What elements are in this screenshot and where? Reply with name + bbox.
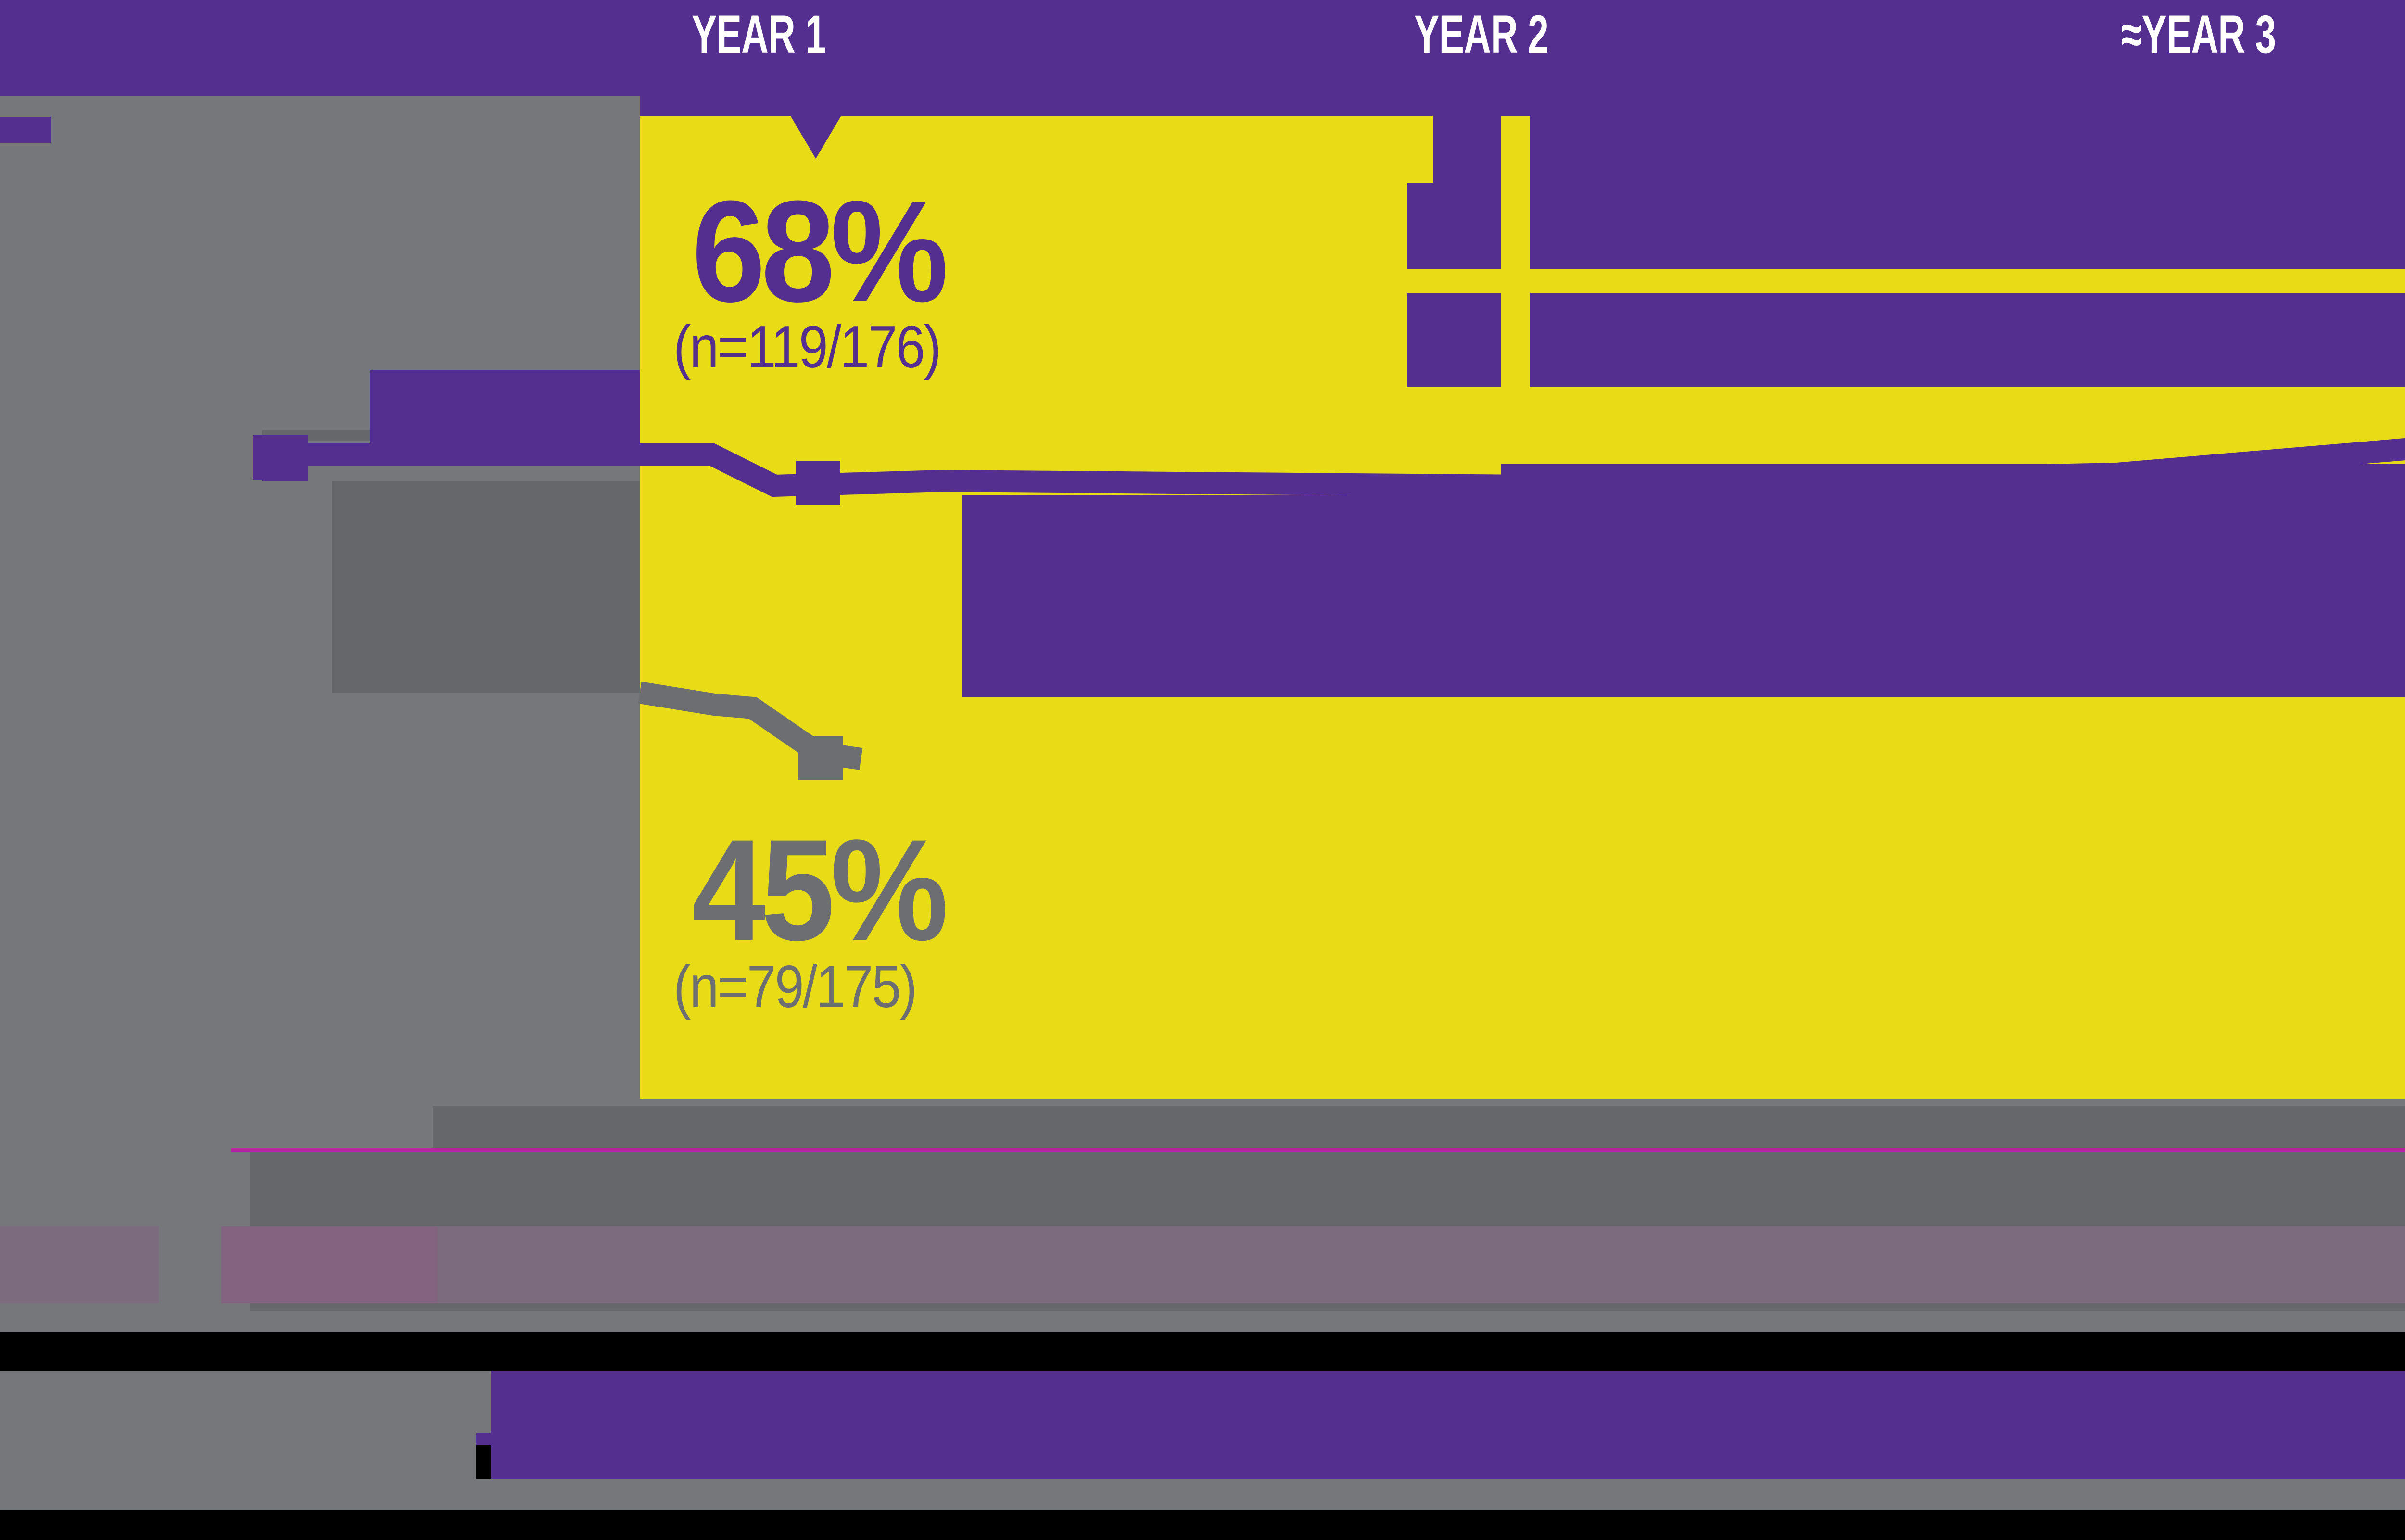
obscured-block-b5 bbox=[221, 1226, 438, 1303]
obscured-block-l3 bbox=[262, 435, 308, 481]
obscured-block-b6 bbox=[438, 1226, 2405, 1303]
year-label-1: YEAR 1 bbox=[692, 4, 826, 64]
obscured-rule-magenta bbox=[231, 1148, 2405, 1152]
chart-area-fill-lower bbox=[1501, 697, 2405, 1101]
obscured-block-r5 bbox=[2201, 269, 2405, 293]
obscured-block-header-left-purple bbox=[0, 117, 51, 143]
obscured-block-b7 bbox=[159, 1250, 221, 1303]
stat-sub-2: (n=79/175) bbox=[673, 954, 917, 1020]
obscured-block-r7 bbox=[1407, 387, 2405, 464]
obscured-block-r3 bbox=[1407, 183, 1503, 269]
obscured-block-r1 bbox=[1433, 116, 2405, 184]
stat-value-2: 45% bbox=[692, 809, 949, 971]
redaction-bar-3 bbox=[0, 1510, 2405, 1540]
obscured-block-header-left bbox=[0, 96, 149, 1097]
gray-series-marker-0 bbox=[798, 736, 843, 780]
chart-area-fill-upper bbox=[962, 495, 2405, 697]
purple-series-marker-1 bbox=[796, 461, 840, 505]
obscured-block-b13 bbox=[0, 1479, 2405, 1510]
year-label-3: ≈YEAR 3 bbox=[2121, 4, 2276, 64]
obscured-block-r2 bbox=[1438, 178, 2405, 274]
obscured-block-r6 bbox=[1407, 293, 2405, 387]
purple-series-line bbox=[262, 438, 2405, 497]
obscured-block-l1 bbox=[332, 481, 640, 693]
obscured-block-r4 bbox=[1407, 269, 2201, 293]
panel-pointer-notch bbox=[791, 116, 841, 159]
stat-sub-1: (n=119/176) bbox=[673, 314, 941, 380]
obscured-block-b12 bbox=[0, 1421, 476, 1479]
year-label-2: YEAR 2 bbox=[1414, 4, 1549, 64]
obscured-block-r8 bbox=[1501, 116, 1530, 464]
obscured-block-b4 bbox=[0, 1226, 159, 1303]
stat-value-1: 68% bbox=[692, 170, 949, 332]
obscured-block-l2 bbox=[370, 370, 640, 462]
obscured-block-b11 bbox=[491, 1371, 2405, 1479]
